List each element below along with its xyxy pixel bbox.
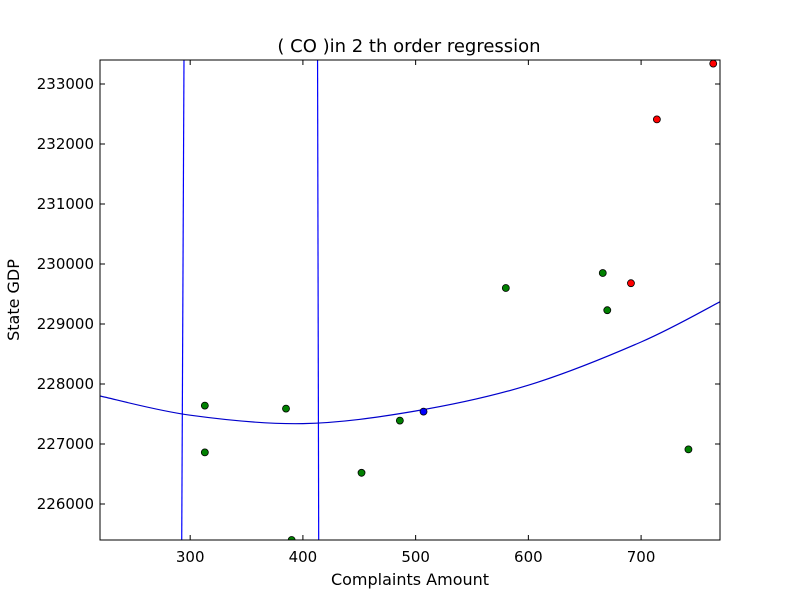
data-point-6 bbox=[395, 416, 404, 425]
data-point-3 bbox=[282, 404, 290, 413]
vertical-line-2 bbox=[316, 60, 320, 540]
y-axis-ticks: 226000 227000 228000 229000 230000 231000 2320… bbox=[37, 75, 720, 513]
data-point-8 bbox=[501, 284, 510, 292]
x-axis-label: Complaints Amount bbox=[331, 570, 489, 589]
y-tick-label: 226000 bbox=[37, 495, 94, 513]
x-tick-label: 600 bbox=[514, 548, 543, 566]
y-tick-label: 230000 bbox=[37, 255, 94, 273]
data-point-10 bbox=[603, 306, 612, 315]
y-tick-label: 228000 bbox=[37, 375, 94, 393]
data-point-13 bbox=[684, 445, 693, 454]
regression-curve bbox=[100, 301, 720, 425]
x-tick-label: 400 bbox=[289, 548, 318, 566]
data-point-11 bbox=[627, 279, 635, 288]
plot-content bbox=[100, 60, 720, 540]
y-axis-label: State GDP bbox=[4, 259, 23, 341]
y-tick-label: 233000 bbox=[37, 75, 94, 93]
plot-frame bbox=[99, 59, 721, 541]
data-point-7 bbox=[419, 407, 428, 416]
chart-title: ( CO )in 2 th order regression bbox=[277, 36, 540, 57]
data-point-9 bbox=[598, 269, 607, 277]
data-point-5 bbox=[357, 468, 366, 477]
data-point-2 bbox=[200, 448, 209, 457]
data-point-12 bbox=[652, 115, 661, 124]
x-tick-label: 700 bbox=[627, 548, 656, 566]
data-point-4 bbox=[287, 536, 296, 540]
data-point-14 bbox=[709, 60, 718, 68]
x-axis-ticks: 300 400 500 600 700 bbox=[176, 60, 656, 566]
y-tick-label: 231000 bbox=[37, 195, 94, 213]
x-tick-label: 300 bbox=[176, 548, 205, 566]
data-point-1 bbox=[200, 401, 209, 410]
vertical-line-1 bbox=[181, 60, 185, 540]
x-tick-label: 500 bbox=[401, 548, 430, 566]
y-tick-label: 227000 bbox=[37, 435, 94, 453]
y-tick-label: 229000 bbox=[37, 315, 94, 333]
y-tick-label: 232000 bbox=[37, 135, 94, 153]
